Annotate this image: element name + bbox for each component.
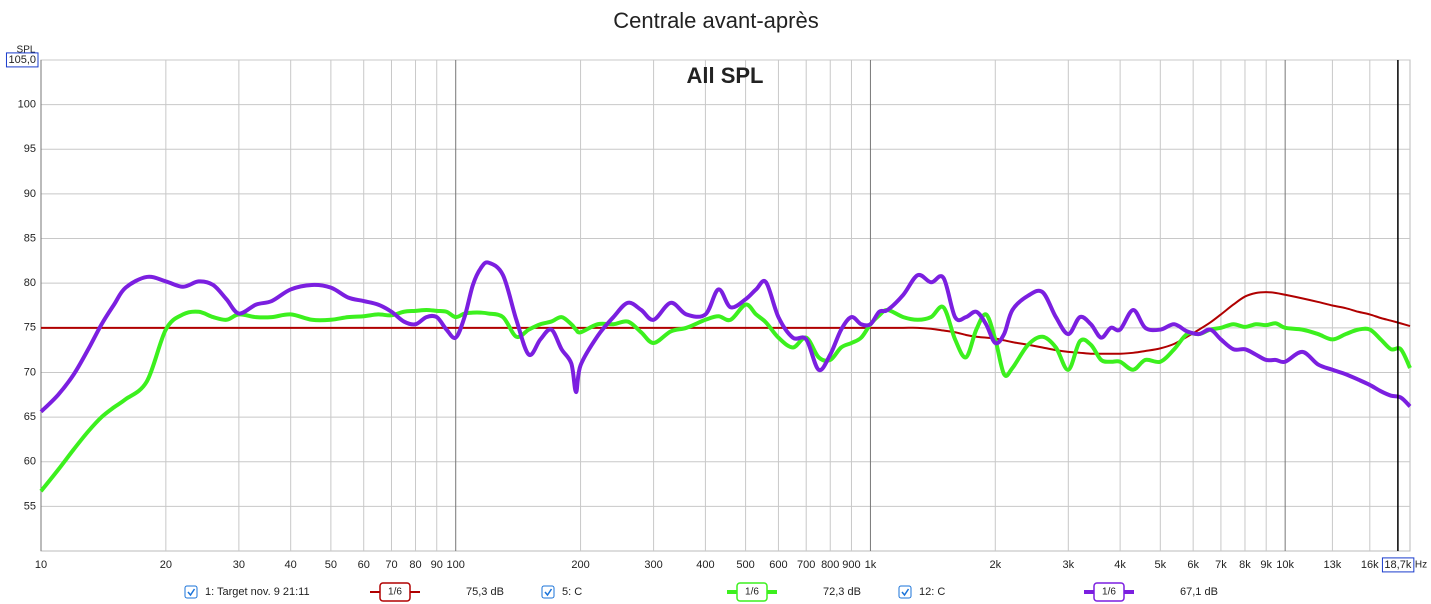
legend-item: 5: C 1/6 72,3 dB	[541, 582, 861, 602]
x-tick-label: 8k	[1239, 559, 1251, 571]
legend-checkbox[interactable]	[184, 585, 198, 599]
x-tick-label: 13k	[1324, 559, 1342, 571]
y-tick-label: 95	[24, 143, 36, 155]
x-tick-label: 6k	[1187, 559, 1199, 571]
y-tick-label: 90	[24, 188, 36, 200]
plot-area	[40, 59, 1411, 552]
cursor-label: 18,7k	[1384, 559, 1411, 571]
legend-item: 12: C 1/6 67,1 dB	[898, 582, 1218, 602]
y-tick-label: 65	[24, 411, 36, 423]
series-line	[39, 260, 1412, 414]
legend-value: 67,1 dB	[1180, 586, 1218, 598]
x-tick-label: 10	[35, 559, 47, 571]
y-tick-label: 80	[24, 277, 36, 289]
legend-name: 12: C	[919, 586, 945, 598]
y-tick-label: 70	[24, 366, 36, 378]
legend-check	[544, 588, 553, 597]
legend-check	[187, 588, 196, 597]
annotation: All SPL	[686, 63, 763, 88]
legend-checkbox[interactable]	[898, 585, 912, 599]
legend-smoothing: 1/6	[1102, 587, 1116, 598]
y-tick-label: 60	[24, 456, 36, 468]
y-tick-label: 85	[24, 232, 36, 244]
x-tick-label: 9k	[1260, 559, 1272, 571]
legend-value: 75,3 dB	[466, 586, 504, 598]
x-tick-label: 4k	[1114, 559, 1126, 571]
x-tick-label: 500	[736, 559, 754, 571]
legend-smoothing-box	[736, 582, 768, 602]
x-tick-label: 80	[409, 559, 421, 571]
legend-name: 5: C	[562, 586, 582, 598]
legend-smoothing-box	[379, 582, 411, 602]
legend-smoothing: 1/6	[745, 587, 759, 598]
x-tick-label: 2k	[989, 559, 1001, 571]
legend-check	[901, 588, 910, 597]
x-tick-label: 7k	[1215, 559, 1227, 571]
x-tick-label: 10k	[1276, 559, 1294, 571]
x-tick-label: 900	[842, 559, 860, 571]
x-tick-label: 90	[431, 559, 443, 571]
y-tick-label: 75	[24, 322, 36, 334]
x-tick-label: 50	[325, 559, 337, 571]
x-tick-label: 40	[285, 559, 297, 571]
x-tick-label: 200	[571, 559, 589, 571]
legend-smoothing: 1/6	[388, 587, 402, 598]
x-tick-label: 300	[644, 559, 662, 571]
x-tick-label: 600	[769, 559, 787, 571]
x-axis-unit: Hz	[1415, 560, 1427, 571]
x-tick-label: 400	[696, 559, 714, 571]
x-tick-label: 30	[233, 559, 245, 571]
chart-title: Centrale avant-après	[613, 8, 818, 33]
legend-smoothing-box	[1093, 582, 1125, 602]
x-tick-label: 20	[160, 559, 172, 571]
x-tick-label: 800	[821, 559, 839, 571]
y-tick-label: 105,0	[8, 54, 36, 66]
x-tick-label: 70	[385, 559, 397, 571]
legend-name: 1: Target nov. 9 21:11	[205, 586, 310, 598]
legend-item: 1: Target nov. 9 21:11 1/6 75,3 dB	[184, 582, 504, 602]
x-tick-label: 5k	[1155, 559, 1167, 571]
x-tick-label: 1k	[865, 559, 877, 571]
cursor-box	[1381, 557, 1415, 573]
x-tick-label: 100	[447, 559, 465, 571]
legend-value: 72,3 dB	[823, 586, 861, 598]
legend-checkbox[interactable]	[541, 585, 555, 599]
x-tick-label: 60	[358, 559, 370, 571]
x-tick-label: 16k	[1361, 559, 1379, 571]
y-tick-box	[5, 52, 39, 68]
x-tick-label: 3k	[1062, 559, 1074, 571]
y-tick-label: 55	[24, 500, 36, 512]
y-axis-label: SPL	[17, 45, 36, 56]
y-tick-label: 100	[18, 99, 36, 111]
x-tick-label: 700	[797, 559, 815, 571]
